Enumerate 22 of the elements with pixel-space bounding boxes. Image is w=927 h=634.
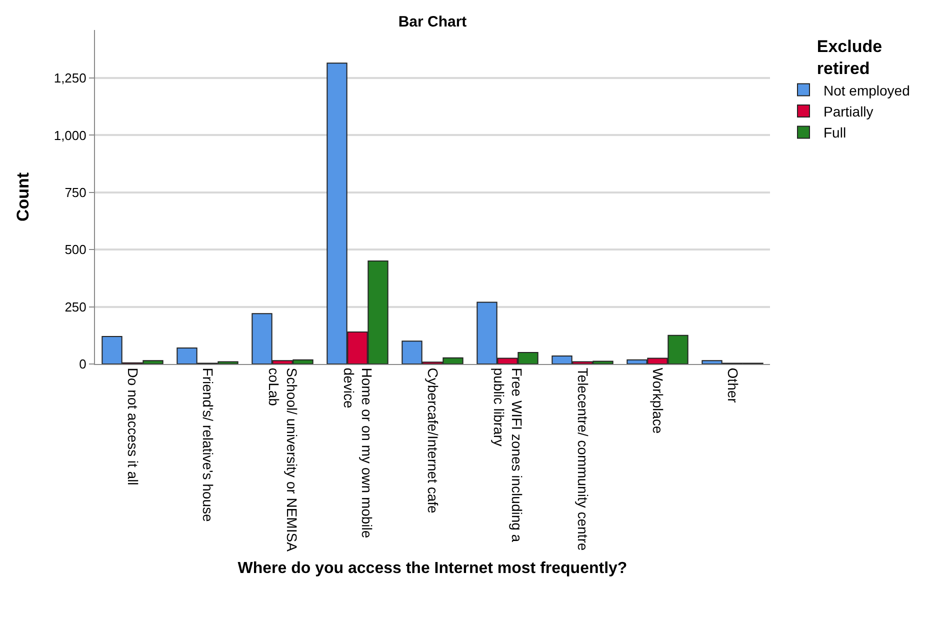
y-axis-title: Count: [13, 172, 32, 222]
legend-label: Not employed: [824, 82, 910, 98]
x-tick-label: Friend's/ relative's house: [200, 368, 216, 522]
x-tick-label: Telecentre/ community centre: [574, 368, 591, 551]
x-tick-label: School/ university or NEMISA coLab: [266, 368, 300, 552]
legend-label: Full: [824, 124, 846, 141]
y-tick-label: 1,000: [54, 128, 86, 143]
y-tick-label: 750: [64, 184, 86, 200]
chart-title: Bar Chart: [398, 13, 467, 30]
x-tick-label: Cybercafe/Internet cafe: [424, 368, 441, 514]
x-tick-label: Do not access it all: [124, 368, 141, 486]
x-tick-label: Home or on my own mobile device: [340, 368, 376, 538]
x-axis-title: Where do you access the Internet most frequently?: [238, 560, 628, 577]
x-tick-label: Free WIFI zones including a public library: [490, 368, 526, 542]
y-tick-label: 250: [64, 299, 86, 314]
legend-title: Exclude retired: [816, 37, 882, 78]
y-tick-label: 0: [79, 356, 86, 372]
legend-label: Partially: [824, 103, 874, 120]
y-tick-label: 1,250: [54, 70, 86, 86]
y-tick-label: 500: [64, 242, 86, 258]
x-tick-label: Other: [724, 368, 741, 404]
x-tick-label: Workplace: [650, 368, 666, 434]
